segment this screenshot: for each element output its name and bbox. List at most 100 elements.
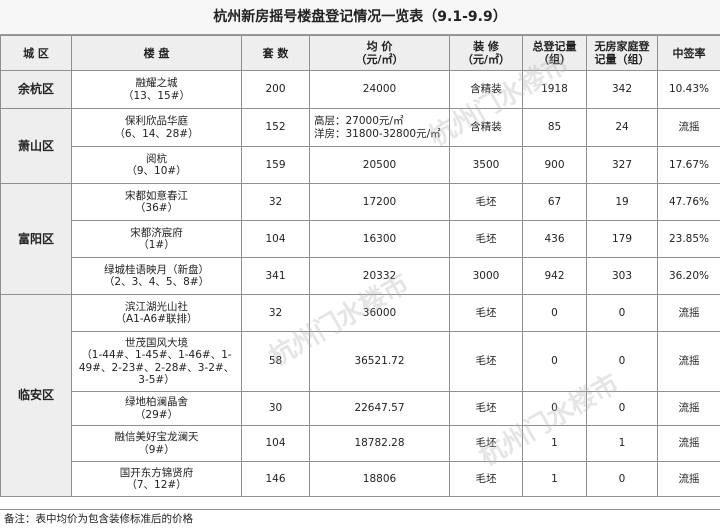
table-row: 世茂国风大境（1-44#、1-45#、1-46#、1-49#、2-23#、2-2… bbox=[1, 332, 720, 392]
price-cell: 36521.72 bbox=[310, 332, 450, 392]
price-line-highrise: 高层：27000元/㎡ bbox=[314, 115, 447, 128]
project-name: 国开东方锦贤府 bbox=[74, 467, 239, 480]
rate-cell: 流摇 bbox=[658, 392, 720, 426]
project-batch: （9、10#） bbox=[74, 165, 239, 178]
project-batch: （A1-A6#联排） bbox=[74, 313, 239, 326]
table-title: 杭州新房摇号楼盘登记情况一览表（9.1-9.9） bbox=[0, 0, 720, 35]
rate-cell: 流摇 bbox=[658, 109, 720, 147]
project-batch: （1#） bbox=[74, 239, 239, 252]
project-name: 宋都如意春江 bbox=[74, 190, 239, 203]
header-district: 城 区 bbox=[1, 36, 72, 71]
header-units: 套 数 bbox=[242, 36, 310, 71]
nohouse-cell: 0 bbox=[587, 392, 658, 426]
total-cell: 1 bbox=[523, 426, 587, 462]
decoration-cell: 毛坯 bbox=[450, 221, 523, 258]
project-name: 融信美好宝龙澜天 bbox=[74, 431, 239, 444]
nohouse-cell: 0 bbox=[587, 295, 658, 332]
nohouse-cell: 342 bbox=[587, 71, 658, 109]
rate-cell: 36.20% bbox=[658, 258, 720, 295]
header-nohouse-label: 无房家庭登 bbox=[589, 40, 655, 53]
table-row: 宋都济宸府（1#） 104 16300 毛坯 436 179 23.85% bbox=[1, 221, 720, 258]
rate-cell: 流摇 bbox=[658, 462, 720, 497]
decoration-cell: 毛坯 bbox=[450, 184, 523, 221]
units-cell: 104 bbox=[242, 426, 310, 462]
project-name: 融耀之城 bbox=[74, 77, 239, 90]
price-line-villa: 洋房：31800-32800元/㎡ bbox=[314, 128, 447, 141]
project-batch: （6、14、28#） bbox=[74, 128, 239, 141]
units-cell: 58 bbox=[242, 332, 310, 392]
header-nohouse-unit: 记量（组） bbox=[589, 53, 655, 66]
decoration-cell: 含精装 bbox=[450, 71, 523, 109]
units-cell: 30 bbox=[242, 392, 310, 426]
table-row: 临安区 滨江湖光山社（A1-A6#联排） 32 36000 毛坯 0 0 流摇 bbox=[1, 295, 720, 332]
district-cell: 富阳区 bbox=[1, 184, 72, 295]
nohouse-cell: 24 bbox=[587, 109, 658, 147]
decoration-cell: 毛坯 bbox=[450, 392, 523, 426]
project-cell: 滨江湖光山社（A1-A6#联排） bbox=[72, 295, 242, 332]
project-batch: （2、3、4、5、8#） bbox=[74, 276, 239, 289]
district-cell: 临安区 bbox=[1, 295, 72, 497]
project-name: 世茂国风大境 bbox=[74, 337, 239, 350]
project-cell: 保利欣品华庭（6、14、28#） bbox=[72, 109, 242, 147]
header-decoration: 装 修（元/㎡） bbox=[450, 36, 523, 71]
total-cell: 942 bbox=[523, 258, 587, 295]
header-total-unit: （组） bbox=[525, 53, 584, 66]
units-cell: 146 bbox=[242, 462, 310, 497]
project-batch: 49#、2-23#、2-28#、3-2#、 bbox=[74, 362, 239, 375]
header-price: 均 价（元/㎡） bbox=[310, 36, 450, 71]
header-decoration-label: 装 修 bbox=[452, 40, 520, 53]
decoration-cell: 3000 bbox=[450, 258, 523, 295]
table-row: 阅杭（9、10#） 159 20500 3500 900 327 17.67% bbox=[1, 147, 720, 184]
total-cell: 900 bbox=[523, 147, 587, 184]
project-cell: 国开东方锦贤府（7、12#） bbox=[72, 462, 242, 497]
project-cell: 融信美好宝龙澜天（9#） bbox=[72, 426, 242, 462]
units-cell: 152 bbox=[242, 109, 310, 147]
price-cell: 18806 bbox=[310, 462, 450, 497]
project-name: 保利欣品华庭 bbox=[74, 115, 239, 128]
registration-table: 城 区 楼 盘 套 数 均 价（元/㎡） 装 修（元/㎡） 总登记量（组） 无房… bbox=[0, 35, 720, 497]
nohouse-cell: 19 bbox=[587, 184, 658, 221]
header-project: 楼 盘 bbox=[72, 36, 242, 71]
total-cell: 67 bbox=[523, 184, 587, 221]
project-name: 绿地柏澜晶舍 bbox=[74, 396, 239, 409]
total-cell: 0 bbox=[523, 332, 587, 392]
project-cell: 宋都济宸府（1#） bbox=[72, 221, 242, 258]
units-cell: 341 bbox=[242, 258, 310, 295]
nohouse-cell: 179 bbox=[587, 221, 658, 258]
project-batch: （29#） bbox=[74, 409, 239, 422]
rate-cell: 47.76% bbox=[658, 184, 720, 221]
decoration-cell: 毛坯 bbox=[450, 462, 523, 497]
project-cell: 融耀之城（13、15#） bbox=[72, 71, 242, 109]
project-batch: （13、15#） bbox=[74, 90, 239, 103]
total-cell: 436 bbox=[523, 221, 587, 258]
header-row: 城 区 楼 盘 套 数 均 价（元/㎡） 装 修（元/㎡） 总登记量（组） 无房… bbox=[1, 36, 720, 71]
project-cell: 世茂国风大境（1-44#、1-45#、1-46#、1-49#、2-23#、2-2… bbox=[72, 332, 242, 392]
total-cell: 1 bbox=[523, 462, 587, 497]
decoration-cell: 毛坯 bbox=[450, 332, 523, 392]
price-cell: 22647.57 bbox=[310, 392, 450, 426]
project-cell: 阅杭（9、10#） bbox=[72, 147, 242, 184]
units-cell: 32 bbox=[242, 184, 310, 221]
rate-cell: 流摇 bbox=[658, 295, 720, 332]
decoration-cell: 3500 bbox=[450, 147, 523, 184]
units-cell: 200 bbox=[242, 71, 310, 109]
units-cell: 104 bbox=[242, 221, 310, 258]
price-cell: 16300 bbox=[310, 221, 450, 258]
table-row: 融信美好宝龙澜天（9#） 104 18782.28 毛坯 1 1 流摇 bbox=[1, 426, 720, 462]
header-price-label: 均 价 bbox=[312, 40, 447, 53]
decoration-cell: 毛坯 bbox=[450, 426, 523, 462]
header-total-label: 总登记量 bbox=[525, 40, 584, 53]
project-cell: 宋都如意春江（36#） bbox=[72, 184, 242, 221]
table-row: 余杭区 融耀之城（13、15#） 200 24000 含精装 1918 342 … bbox=[1, 71, 720, 109]
table-row: 绿地柏澜晶舍（29#） 30 22647.57 毛坯 0 0 流摇 bbox=[1, 392, 720, 426]
nohouse-cell: 0 bbox=[587, 332, 658, 392]
total-cell: 0 bbox=[523, 392, 587, 426]
rate-cell: 17.67% bbox=[658, 147, 720, 184]
price-cell: 24000 bbox=[310, 71, 450, 109]
district-cell: 余杭区 bbox=[1, 71, 72, 109]
project-batch: （1-44#、1-45#、1-46#、1- bbox=[74, 349, 239, 362]
project-batch: （9#） bbox=[74, 444, 239, 457]
table-row: 富阳区 宋都如意春江（36#） 32 17200 毛坯 67 19 47.76% bbox=[1, 184, 720, 221]
